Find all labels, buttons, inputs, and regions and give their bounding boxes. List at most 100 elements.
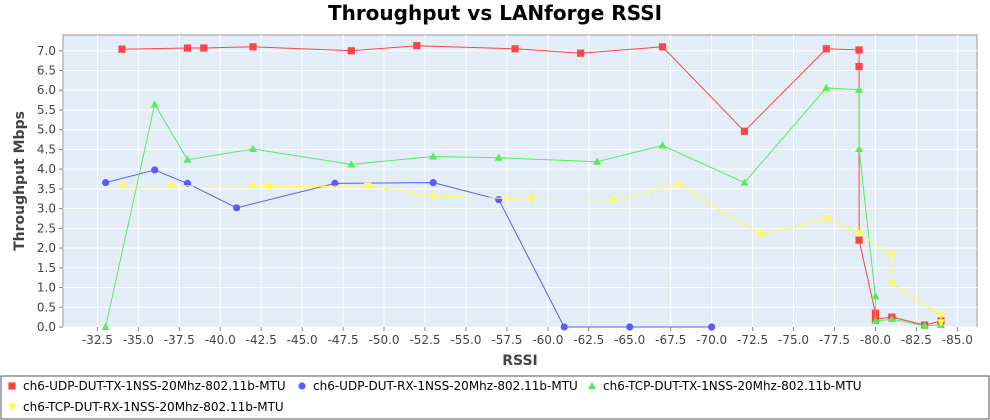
y-tick-label: 5.5: [37, 103, 56, 117]
series-line: [122, 183, 942, 323]
data-point: [183, 155, 192, 163]
data-point: [101, 322, 110, 330]
data-point: [855, 144, 864, 153]
y-tick-label: 2.0: [37, 241, 56, 255]
axes: 0.0 0.5 1.0 1.5 2.0 2.5 3.0 3.5 4.0 4.5 5.0 5.5 6.0 6…: [37, 44, 973, 347]
legend-swatch: [8, 382, 16, 390]
data-point: [887, 280, 896, 288]
data-point: [118, 45, 126, 53]
data-point: [363, 182, 372, 190]
y-tick-label: 0.5: [37, 300, 56, 314]
data-point: [494, 153, 503, 161]
x-tick-label: -70.0: [696, 333, 727, 347]
y-tick-label: 3.5: [37, 182, 56, 196]
y-tick-label: 1.0: [37, 281, 56, 295]
x-tick-label: -57.5: [491, 333, 522, 347]
data-point: [249, 43, 257, 51]
grid: [63, 35, 977, 328]
legend-label: ch6-TCP-DUT-TX-1NSS-20Mhz-802.11b-MTU: [603, 379, 862, 393]
legend-item-2: ch6-UDP-DUT-RX-1NSS-20Mhz-802.11b-MTU: [298, 379, 578, 393]
x-tick-label: -67.5: [655, 333, 686, 347]
data-point: [347, 47, 355, 55]
data-point: [331, 179, 339, 187]
legend-swatch: [8, 404, 16, 412]
data-point: [887, 314, 896, 323]
plot-area: [62, 34, 978, 328]
x-tick-label: -75.0: [778, 333, 809, 347]
data-point: [413, 42, 421, 50]
data-point: [265, 183, 274, 192]
y-axis-title: Throughput Mbps: [12, 111, 28, 251]
y-tick-label: 0.0: [37, 320, 56, 334]
data-point: [511, 45, 519, 53]
data-point: [871, 292, 880, 300]
x-tick-label: -55.0: [450, 333, 481, 347]
data-point: [429, 152, 438, 160]
legend-label: ch6-UDP-DUT-TX-1NSS-20Mhz-802.11b-MTU: [23, 379, 286, 393]
y-tick-label: 4.0: [37, 162, 56, 176]
legend-swatch: [298, 382, 306, 390]
y-tick-label: 6.0: [37, 83, 56, 97]
y-tick-label: 5.0: [37, 123, 56, 137]
data-point: [855, 236, 863, 244]
series-line: [105, 169, 712, 328]
data-point: [626, 323, 634, 331]
data-point: [560, 323, 568, 331]
y-tick-label: 2.5: [37, 221, 56, 235]
x-tick-label: -45.0: [287, 333, 318, 347]
x-tick-label: -47.5: [328, 333, 359, 347]
x-tick-label: -50.0: [369, 333, 400, 347]
x-tick-label: -77.5: [819, 333, 850, 347]
data-point: [151, 166, 159, 174]
x-tick-label: -35.0: [123, 333, 154, 347]
data-point: [674, 181, 683, 189]
x-tick-label: -60.0: [532, 333, 563, 347]
x-tick-label: -65.0: [614, 333, 645, 347]
x-tick-label: -42.5: [246, 333, 277, 347]
data-point: [822, 83, 831, 91]
x-tick-label: -32.5: [82, 333, 113, 347]
legend-item-4: ch6-TCP-DUT-RX-1NSS-20Mhz-802.11b-MTU: [8, 400, 284, 414]
data-point: [822, 215, 831, 223]
y-tick-label: 3.0: [37, 202, 56, 216]
legend-swatch: [588, 381, 596, 389]
legend: ch6-UDP-DUT-TX-1NSS-20Mhz-802.11b-MTU ch6…: [0, 375, 990, 420]
data-point: [429, 178, 437, 187]
data-point: [233, 204, 241, 212]
y-tick-label: 1.5: [37, 261, 56, 275]
data-point: [740, 127, 749, 135]
x-tick-label: -82.5: [901, 333, 932, 347]
data-point: [249, 182, 258, 190]
x-tick-label: -37.5: [164, 333, 195, 347]
data-point: [609, 196, 618, 205]
data-point: [101, 178, 110, 187]
data-point: [167, 182, 176, 190]
data-point: [871, 316, 880, 325]
data-point: [855, 85, 864, 93]
data-point: [429, 192, 438, 201]
series-3: [101, 83, 945, 330]
series-line: [105, 87, 942, 328]
data-point: [920, 321, 929, 329]
series-2: [101, 166, 716, 331]
legend-label: ch6-TCP-DUT-RX-1NSS-20Mhz-802.11b-MTU: [23, 400, 284, 414]
chart-title: Throughput vs LANforge RSSI: [328, 1, 662, 25]
data-point: [658, 43, 667, 51]
x-axis-title: RSSI: [502, 353, 538, 369]
data-point: [183, 44, 192, 52]
data-point: [887, 252, 896, 260]
data-point: [347, 160, 356, 168]
legend-label: ch6-UDP-DUT-RX-1NSS-20Mhz-802.11b-MTU: [313, 379, 578, 393]
y-tick-label: 4.5: [37, 142, 56, 156]
legend-item-3: ch6-TCP-DUT-TX-1NSS-20Mhz-802.11b-MTU: [588, 379, 862, 393]
data-point: [577, 49, 585, 57]
data-point: [592, 157, 601, 165]
y-tick-label: 6.5: [37, 64, 56, 78]
data-point: [740, 178, 749, 186]
x-tick-label: -72.5: [737, 333, 768, 347]
x-tick-label: -52.5: [409, 333, 440, 347]
x-tick-label: -85.0: [942, 333, 973, 347]
data-point: [183, 179, 192, 187]
